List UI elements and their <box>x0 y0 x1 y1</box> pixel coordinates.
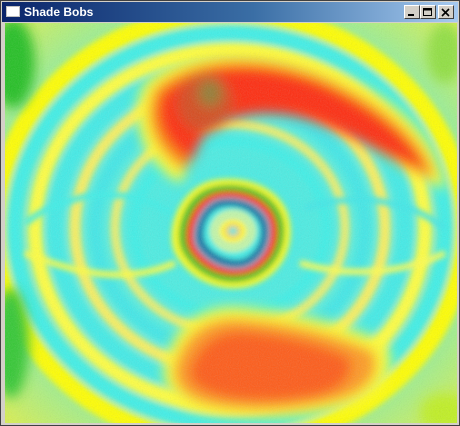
title-bar[interactable]: Shade Bobs <box>2 2 458 22</box>
app-window-icon[interactable] <box>6 6 20 17</box>
noise-overlay <box>5 23 457 423</box>
window-title: Shade Bobs <box>24 5 94 19</box>
minimize-icon <box>408 14 414 16</box>
shade-bobs-canvas[interactable] <box>5 23 457 423</box>
shade-bobs-pattern <box>5 23 457 423</box>
minimize-button[interactable] <box>404 5 420 19</box>
close-button[interactable] <box>438 5 454 19</box>
window-controls <box>404 5 454 19</box>
close-icon <box>441 8 450 17</box>
maximize-icon <box>423 8 432 16</box>
maximize-button[interactable] <box>420 5 436 19</box>
